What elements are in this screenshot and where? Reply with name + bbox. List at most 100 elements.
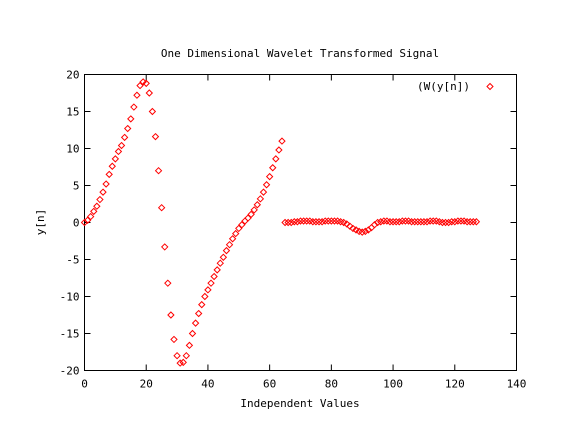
x-tick-label: 20: [140, 378, 153, 391]
data-point: [225, 240, 234, 249]
data-point: [247, 210, 255, 219]
data-point: [148, 107, 157, 116]
y-tick-label: 15: [66, 106, 79, 119]
data-point: [318, 218, 326, 226]
data-point: [309, 218, 317, 226]
data-points: [80, 78, 481, 367]
data-point: [194, 309, 203, 318]
data-point: [198, 300, 206, 309]
data-point: [176, 359, 184, 367]
data-point: [272, 155, 280, 163]
data-point: [188, 329, 197, 338]
x-tick-label: 40: [201, 378, 214, 391]
data-point: [444, 218, 453, 227]
data-point: [358, 228, 366, 236]
data-point: [420, 218, 428, 226]
data-point: [287, 218, 295, 227]
data-point: [182, 351, 191, 360]
data-point: [457, 217, 465, 225]
data-point: [207, 279, 215, 287]
y-tick-label: -15: [60, 328, 80, 341]
y-tick-label: 5: [73, 180, 80, 193]
legend-marker-symbol: [486, 82, 494, 91]
data-point: [463, 218, 471, 226]
data-point: [392, 218, 400, 226]
data-point: [299, 217, 308, 225]
data-point: [201, 292, 209, 301]
data-point: [466, 218, 474, 226]
data-point: [210, 272, 218, 281]
y-tick-label: -5: [66, 254, 79, 267]
y-tick-label: 10: [66, 143, 79, 156]
x-tick-label: 0: [81, 378, 88, 391]
data-point: [191, 319, 200, 327]
data-point: [185, 341, 194, 350]
data-point: [244, 214, 252, 222]
data-point: [423, 218, 431, 226]
data-point: [330, 217, 339, 225]
data-point: [179, 358, 187, 367]
data-point: [136, 81, 144, 90]
data-point: [469, 218, 478, 226]
data-point: [426, 217, 434, 225]
data-point: [389, 218, 397, 226]
data-point: [83, 216, 92, 224]
y-tick-label: -10: [60, 291, 80, 304]
data-point: [447, 218, 456, 226]
data-point: [114, 147, 123, 156]
data-point: [398, 217, 407, 225]
x-tick-label: 140: [507, 378, 527, 391]
data-point: [441, 218, 450, 227]
data-point: [259, 188, 268, 196]
data-point: [377, 218, 385, 226]
data-point: [417, 218, 425, 226]
data-point: [142, 79, 150, 88]
data-point: [151, 132, 160, 141]
data-point: [216, 259, 224, 267]
axis-ticks: [84, 74, 517, 371]
data-point: [222, 246, 231, 255]
data-point: [262, 181, 271, 189]
data-point: [213, 266, 221, 274]
data-point: [380, 217, 388, 225]
data-point: [256, 195, 265, 203]
data-point: [235, 224, 243, 233]
data-point: [438, 218, 447, 227]
data-point: [451, 218, 459, 226]
data-point: [130, 103, 138, 111]
data-point: [108, 162, 116, 170]
data-point: [414, 218, 422, 226]
data-point: [228, 235, 237, 243]
data-point: [321, 217, 329, 225]
y-axis-label: y[n]: [34, 209, 47, 236]
data-point: [204, 286, 212, 294]
x-tick-label: 80: [325, 378, 338, 391]
y-tick-label: -20: [60, 365, 80, 378]
data-point: [327, 217, 336, 225]
y-tick-label: 20: [66, 69, 79, 82]
data-point: [401, 217, 410, 225]
data-point: [99, 188, 107, 196]
x-tick-label: 120: [445, 378, 465, 391]
data-point: [324, 217, 332, 225]
data-point: [167, 311, 175, 319]
data-point: [161, 243, 169, 251]
data-point: [96, 195, 104, 204]
data-point: [170, 335, 178, 344]
y-tick-label: 0: [73, 217, 80, 230]
x-axis-label: Independent Values: [240, 397, 359, 410]
data-point: [278, 137, 286, 145]
data-point: [269, 164, 277, 172]
data-point: [373, 218, 382, 227]
data-point: [395, 218, 403, 226]
legend-marker: [486, 82, 494, 91]
data-point: [315, 218, 323, 226]
data-point: [238, 221, 246, 229]
data-point: [102, 180, 110, 188]
data-point: [164, 279, 172, 287]
data-point: [231, 229, 240, 238]
data-point: [157, 203, 166, 212]
x-tick-label: 100: [383, 378, 403, 391]
